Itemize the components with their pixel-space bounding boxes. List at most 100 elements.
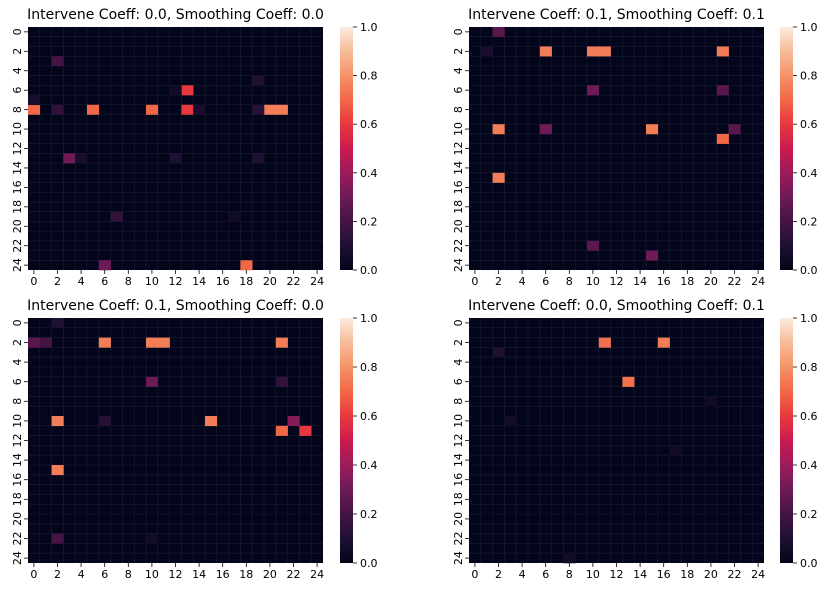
heatmap-cell <box>181 85 194 96</box>
heatmap-cell <box>646 250 659 261</box>
heatmap-cell <box>275 425 288 436</box>
heatmap-cell <box>275 376 288 387</box>
x-tick-label: 8 <box>125 568 132 581</box>
heatmap-cell <box>228 211 241 222</box>
x-tick-label: 2 <box>495 275 502 288</box>
x-tick-label: 24 <box>751 568 765 581</box>
heatmap-cell <box>98 260 111 271</box>
heatmap-cell <box>51 318 64 329</box>
y-tick-label: 10 <box>11 122 24 136</box>
x-tick-label: 0 <box>30 275 37 288</box>
colorbar-gradient <box>780 27 793 270</box>
x-tick-label: 22 <box>728 568 742 581</box>
heatmap-cell <box>252 153 265 164</box>
y-tick-label: 6 <box>11 378 24 385</box>
y-tick-label: 22 <box>11 532 24 546</box>
heatmap-cell <box>598 337 611 348</box>
x-tick-label: 20 <box>263 275 277 288</box>
y-tick-label: 8 <box>11 106 24 113</box>
y-tick-label: 10 <box>452 122 465 136</box>
x-tick-label: 14 <box>192 568 206 581</box>
heatmap-cell <box>51 533 64 544</box>
x-tick-label: 12 <box>610 275 624 288</box>
colorbar-gradient <box>780 318 793 563</box>
heatmap-background <box>469 27 764 270</box>
x-tick-label: 16 <box>657 275 671 288</box>
y-tick-label: 6 <box>452 87 465 94</box>
x-tick-label: 14 <box>633 568 647 581</box>
x-tick-label: 10 <box>586 275 600 288</box>
heatmap-cell <box>75 153 88 164</box>
colorbar-tick-label: 1.0 <box>800 21 818 34</box>
heatmap-cell <box>587 240 600 251</box>
chart-title: Intervene Coeff: 0.1, Smoothing Coeff: 0… <box>27 298 324 314</box>
x-tick-label: 2 <box>54 275 61 288</box>
heatmap-cell <box>98 416 111 427</box>
colorbar-tick-label: 0.4 <box>360 459 378 472</box>
heatmap-cell <box>51 104 64 115</box>
heatmap-panel-2: Intervene Coeff: 0.1, Smoothing Coeff: 0… <box>452 7 818 288</box>
heatmap-cell <box>146 104 159 115</box>
heatmap-cell <box>287 416 300 427</box>
heatmap-cell <box>169 85 182 96</box>
x-tick-label: 18 <box>680 568 694 581</box>
y-tick-label: 12 <box>11 142 24 156</box>
heatmap-cell <box>492 172 505 183</box>
colorbar-tick-label: 0.2 <box>360 215 378 228</box>
x-tick-label: 14 <box>192 275 206 288</box>
y-tick-label: 8 <box>452 398 465 405</box>
heatmap-cell <box>205 416 218 427</box>
x-tick-label: 8 <box>125 275 132 288</box>
x-tick-label: 6 <box>542 568 549 581</box>
x-tick-label: 0 <box>471 568 478 581</box>
x-tick-label: 10 <box>586 568 600 581</box>
x-tick-label: 24 <box>310 568 324 581</box>
heatmap-cell <box>146 376 159 387</box>
heatmap-cell <box>275 104 288 115</box>
heatmap-cell <box>240 260 253 271</box>
y-tick-label: 18 <box>11 492 24 506</box>
heatmap-cell <box>716 46 729 57</box>
y-tick-label: 0 <box>11 319 24 326</box>
colorbar-tick-label: 0.4 <box>360 167 378 180</box>
y-tick-label: 10 <box>452 414 465 428</box>
x-tick-label: 0 <box>30 568 37 581</box>
y-tick-label: 18 <box>452 492 465 506</box>
x-tick-label: 24 <box>751 275 765 288</box>
x-tick-label: 14 <box>633 275 647 288</box>
heatmap-cell <box>728 124 741 135</box>
heatmap-cell <box>716 85 729 96</box>
y-tick-label: 6 <box>11 87 24 94</box>
colorbar-tick-label: 0.0 <box>800 264 818 277</box>
y-tick-label: 12 <box>452 434 465 448</box>
x-tick-label: 0 <box>471 275 478 288</box>
chart-title: Intervene Coeff: 0.1, Smoothing Coeff: 0… <box>468 7 765 23</box>
heatmap-cell <box>275 337 288 348</box>
heatmap-cell <box>539 124 552 135</box>
heatmap-panel-4: Intervene Coeff: 0.0, Smoothing Coeff: 0… <box>452 298 818 581</box>
y-tick-label: 16 <box>452 180 465 194</box>
y-tick-label: 10 <box>11 414 24 428</box>
colorbar-tick-label: 0.4 <box>800 459 818 472</box>
x-tick-label: 2 <box>495 568 502 581</box>
y-tick-label: 4 <box>11 359 24 366</box>
heatmap-cell <box>252 104 265 115</box>
heatmap-background <box>469 318 764 563</box>
colorbar-tick-label: 0.6 <box>800 410 818 423</box>
heatmap-cell <box>110 211 123 222</box>
colorbar-tick-label: 0.0 <box>360 264 378 277</box>
heatmap-cell <box>252 75 265 86</box>
y-tick-label: 2 <box>11 48 24 55</box>
heatmap-cell <box>169 153 182 164</box>
heatmap-cell <box>181 104 194 115</box>
heatmap-cell <box>646 124 659 135</box>
x-tick-label: 18 <box>680 275 694 288</box>
y-tick-label: 2 <box>452 339 465 346</box>
heatmap-cell <box>51 416 64 427</box>
heatmap-cell <box>63 153 76 164</box>
heatmap-cell <box>146 337 159 348</box>
x-tick-label: 10 <box>145 568 159 581</box>
x-tick-label: 4 <box>519 275 526 288</box>
y-tick-label: 24 <box>452 551 465 565</box>
y-tick-label: 14 <box>11 161 24 175</box>
